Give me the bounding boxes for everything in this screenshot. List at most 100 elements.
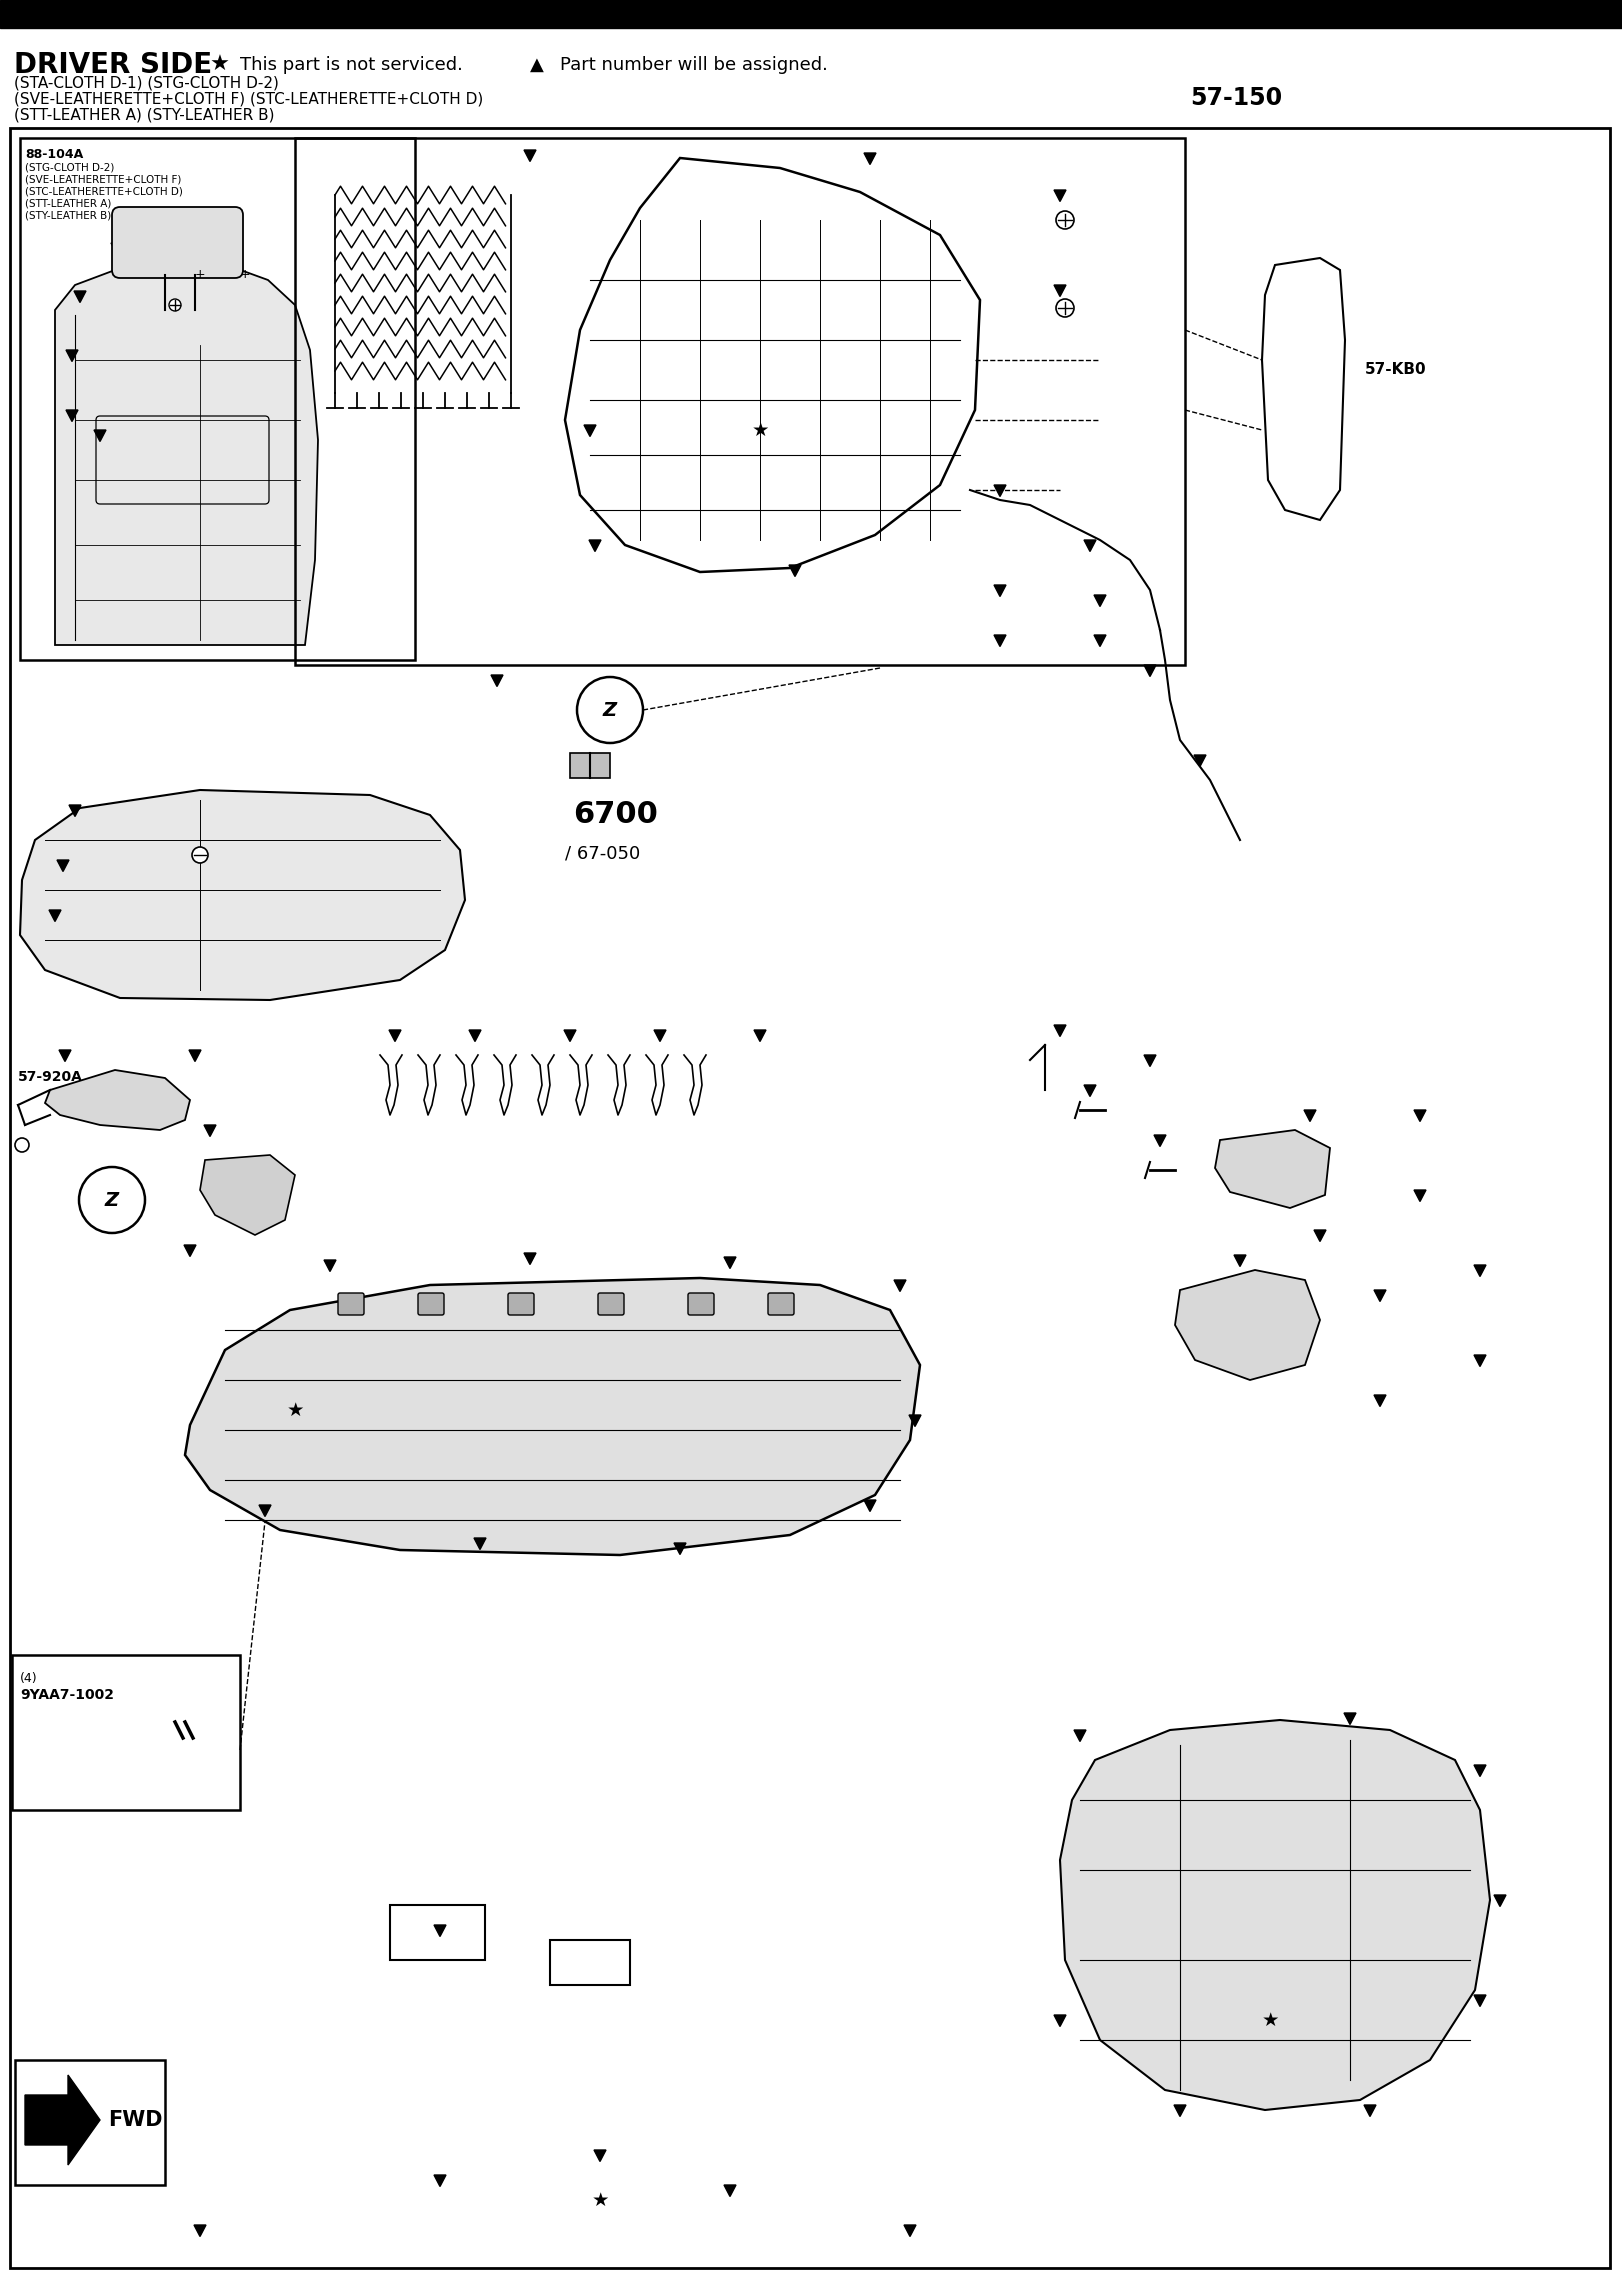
Polygon shape — [75, 292, 86, 303]
Polygon shape — [1054, 285, 1066, 296]
Polygon shape — [1093, 636, 1106, 647]
Text: (STC-LEATHERETTE+CLOTH D): (STC-LEATHERETTE+CLOTH D) — [24, 187, 183, 196]
Polygon shape — [1364, 2105, 1375, 2116]
Polygon shape — [1194, 754, 1207, 765]
Polygon shape — [1061, 1720, 1491, 2109]
Polygon shape — [675, 1542, 686, 1554]
Text: This part is not serviced.: This part is not serviced. — [240, 57, 462, 73]
Text: Z: Z — [603, 702, 616, 720]
Text: 57-KB0: 57-KB0 — [1366, 362, 1427, 378]
Polygon shape — [1474, 1765, 1486, 1777]
Polygon shape — [788, 565, 801, 576]
Polygon shape — [110, 244, 123, 255]
Polygon shape — [1144, 1055, 1156, 1066]
Polygon shape — [435, 1925, 446, 1936]
Polygon shape — [754, 1030, 766, 1041]
Polygon shape — [1314, 1230, 1327, 1242]
Bar — [11, 1656, 240, 1811]
Polygon shape — [94, 431, 105, 442]
Polygon shape — [723, 1257, 736, 1269]
Polygon shape — [594, 2150, 607, 2162]
Text: (STT-LEATHER A): (STT-LEATHER A) — [24, 198, 112, 207]
Text: (STG-CLOTH D-2): (STG-CLOTH D-2) — [24, 162, 115, 173]
Text: 57-920A: 57-920A — [18, 1071, 83, 1084]
Text: / 67-050: / 67-050 — [564, 845, 641, 863]
Polygon shape — [324, 1260, 336, 1271]
Polygon shape — [1054, 2016, 1066, 2027]
Polygon shape — [584, 426, 595, 437]
Circle shape — [15, 1139, 29, 1153]
Polygon shape — [200, 1155, 295, 1235]
Polygon shape — [1083, 1084, 1096, 1096]
Polygon shape — [469, 1030, 482, 1041]
Polygon shape — [865, 153, 876, 164]
Polygon shape — [1414, 1109, 1426, 1121]
Text: (STA-CLOTH D-1) (STG-CLOTH D-2): (STA-CLOTH D-1) (STG-CLOTH D-2) — [15, 75, 279, 91]
Polygon shape — [1494, 1895, 1505, 1907]
Polygon shape — [19, 790, 466, 1000]
Polygon shape — [491, 674, 503, 686]
FancyBboxPatch shape — [688, 1294, 714, 1314]
Polygon shape — [1474, 1355, 1486, 1367]
Bar — [389, 1904, 485, 1959]
Polygon shape — [1374, 1289, 1387, 1301]
Polygon shape — [589, 540, 602, 551]
Polygon shape — [1174, 2105, 1186, 2116]
Polygon shape — [45, 1071, 190, 1130]
Bar — [569, 754, 610, 779]
FancyBboxPatch shape — [337, 1294, 363, 1314]
Polygon shape — [1174, 1271, 1320, 1380]
Polygon shape — [894, 1280, 907, 1292]
Polygon shape — [994, 485, 1006, 497]
Text: (SVE-LEATHERETTE+CLOTH F): (SVE-LEATHERETTE+CLOTH F) — [24, 173, 182, 185]
Text: ★: ★ — [285, 1401, 303, 1419]
Text: Z: Z — [105, 1191, 118, 1210]
Circle shape — [169, 298, 182, 312]
Text: ★: ★ — [1262, 2011, 1278, 2030]
Text: 9YAA7-1002: 9YAA7-1002 — [19, 1688, 114, 1702]
Text: (SVE-LEATHERETTE+CLOTH F) (STC-LEATHERETTE+CLOTH D): (SVE-LEATHERETTE+CLOTH F) (STC-LEATHERET… — [15, 91, 483, 107]
Text: (4): (4) — [19, 1672, 37, 1686]
Polygon shape — [185, 1278, 920, 1556]
Polygon shape — [654, 1030, 667, 1041]
Polygon shape — [57, 861, 70, 872]
Polygon shape — [1234, 1255, 1246, 1267]
Circle shape — [1056, 298, 1074, 317]
FancyBboxPatch shape — [418, 1294, 444, 1314]
Polygon shape — [190, 1050, 201, 1062]
Polygon shape — [1474, 1264, 1486, 1276]
Polygon shape — [1054, 189, 1066, 200]
Polygon shape — [58, 1050, 71, 1062]
Polygon shape — [524, 150, 535, 162]
Polygon shape — [49, 909, 62, 923]
Text: 57-150: 57-150 — [1191, 87, 1281, 109]
Polygon shape — [564, 1030, 576, 1041]
Polygon shape — [1474, 1996, 1486, 2007]
Polygon shape — [435, 2175, 446, 2187]
Circle shape — [1056, 212, 1074, 230]
Text: FWD: FWD — [109, 2109, 162, 2130]
Text: +: + — [240, 267, 250, 280]
Text: +: + — [195, 267, 206, 280]
FancyBboxPatch shape — [112, 207, 243, 278]
Polygon shape — [1153, 1134, 1166, 1146]
Polygon shape — [70, 804, 81, 816]
Polygon shape — [723, 2185, 736, 2196]
Polygon shape — [1374, 1394, 1387, 1406]
Circle shape — [191, 847, 208, 863]
Polygon shape — [1144, 665, 1156, 677]
Polygon shape — [24, 2075, 101, 2164]
Text: 6700: 6700 — [573, 800, 659, 829]
Polygon shape — [1304, 1109, 1315, 1121]
Bar — [550, 1941, 629, 1984]
Polygon shape — [389, 1030, 401, 1041]
Polygon shape — [1054, 1025, 1066, 1036]
Polygon shape — [55, 269, 318, 645]
Bar — [15, 2059, 165, 2185]
Polygon shape — [67, 410, 78, 421]
Text: DRIVER SIDE: DRIVER SIDE — [15, 50, 212, 80]
Text: Part number will be assigned.: Part number will be assigned. — [560, 57, 827, 73]
Polygon shape — [195, 2226, 206, 2237]
Polygon shape — [524, 1253, 535, 1264]
FancyBboxPatch shape — [767, 1294, 795, 1314]
